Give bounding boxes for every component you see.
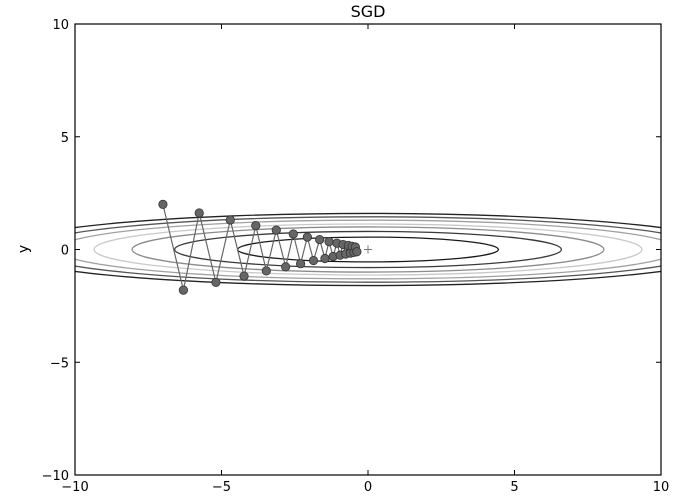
- contour-line-7: [75, 212, 661, 287]
- path-point-6: [239, 271, 249, 281]
- y-tick-label: −5: [50, 356, 69, 371]
- path-point-7: [251, 220, 261, 231]
- path-point-4: [211, 277, 221, 288]
- path-point-9: [271, 225, 281, 235]
- x-tick-label: −5: [212, 480, 231, 495]
- y-axis-label: y: [16, 245, 32, 253]
- contour-line-5: [75, 219, 661, 280]
- path-point-16: [320, 253, 330, 264]
- path-point-11: [288, 229, 298, 239]
- chart-title: SGD: [351, 2, 386, 21]
- optimizer-path: [158, 199, 362, 295]
- contour-lines: [75, 212, 661, 287]
- y-tick-label: 10: [52, 18, 69, 33]
- path-point-8: [261, 266, 271, 276]
- y-tick-label: 5: [61, 131, 69, 146]
- path-point-14: [308, 255, 319, 266]
- x-tick-label: −10: [61, 480, 88, 495]
- y-tick-label: 0: [61, 244, 69, 259]
- x-tick-label: 5: [510, 480, 518, 495]
- contour-line-6: [75, 216, 661, 283]
- path-point-3: [194, 208, 204, 218]
- contour-line-3: [131, 226, 605, 273]
- path-point-15: [315, 234, 325, 245]
- minimum-marker: [364, 245, 372, 254]
- path-point-28: [352, 247, 362, 257]
- x-tick-label: 10: [653, 480, 670, 495]
- path-point-2: [178, 285, 189, 295]
- plot-area: −10 −5 0 5 10 −10 −5 0 5 10: [42, 18, 670, 495]
- axis-ticks: −10 −5 0 5 10 −10 −5 0 5 10: [42, 18, 670, 495]
- path-point-17: [324, 237, 334, 247]
- contour-line-4: [93, 223, 643, 276]
- x-tick-label: 0: [364, 480, 372, 495]
- y-tick-label: −10: [42, 469, 69, 484]
- contour-line-2: [173, 230, 563, 269]
- path-point-12: [296, 259, 306, 269]
- path-point-5: [225, 215, 235, 225]
- path-point-10: [281, 262, 291, 272]
- path-point-1: [158, 199, 168, 209]
- path-point-13: [302, 232, 312, 242]
